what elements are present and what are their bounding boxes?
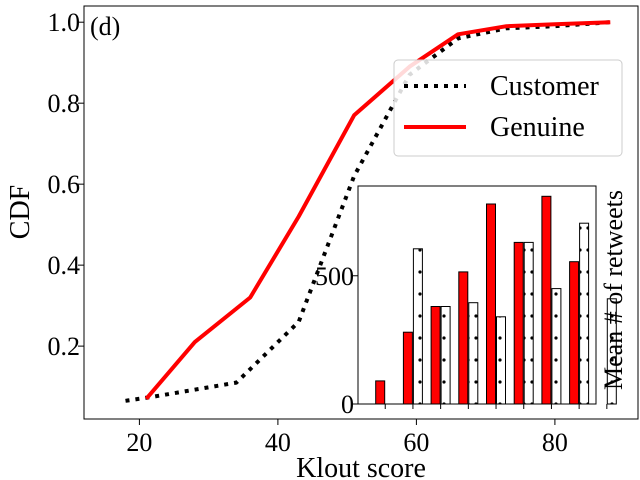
inset-bar-customer [551, 288, 562, 405]
inset-frame [357, 185, 597, 405]
cdf-x-tick-label: 20 [126, 428, 152, 457]
cdf-plot-frame [83, 5, 639, 420]
inset-x-axis [384, 404, 608, 409]
cdf-line-customer [125, 20, 611, 403]
cdf-y-axis-label: CDF [5, 185, 36, 239]
inset-bar-genuine [541, 195, 552, 405]
inset-bar-customer [468, 302, 479, 405]
inset-bar-customer [606, 298, 617, 405]
inset-bar-genuine [375, 380, 386, 405]
cdf-y-tick-label: 0.8 [48, 89, 81, 118]
inset-bar-customer [523, 241, 534, 405]
cdf-x-tick-label: 40 [265, 428, 291, 457]
panel-label: (d) [90, 12, 120, 41]
inset-y-axis-label: Mean # of retweets [599, 190, 628, 390]
inset-bar-genuine [486, 203, 496, 405]
cdf-series-group [125, 20, 611, 403]
legend-frame [393, 59, 623, 157]
inset-y-axis: 0 500 [315, 262, 358, 419]
inset-bars-group [375, 195, 617, 405]
cdf-x-axis-label: Klout score [296, 453, 426, 480]
cdf-y-axis: 0.2 0.4 0.6 0.8 1.0 [48, 8, 84, 361]
inset-bar-customer [440, 306, 451, 405]
cdf-x-axis: 20 40 60 80 [126, 419, 568, 457]
inset-bar-genuine [458, 271, 469, 405]
legend-label-customer: Customer [490, 71, 600, 102]
cdf-y-tick-label: 1.0 [48, 8, 81, 37]
inset-bar-chart: 0 500 Mean # of retweets [315, 185, 628, 419]
inset-bar-genuine [430, 306, 441, 405]
inset-bar-genuine [402, 331, 413, 405]
cdf-y-tick-label: 0.4 [48, 251, 81, 280]
inset-bar-customer [579, 222, 590, 405]
inset-bar-customer [496, 316, 506, 405]
cdf-y-tick-label: 0.2 [48, 332, 81, 361]
inset-bar-genuine [569, 261, 580, 405]
cdf-y-tick-label: 0.6 [48, 170, 81, 199]
legend-label-genuine: Genuine [490, 112, 585, 143]
inset-y-tick-label: 500 [315, 262, 354, 291]
cdf-x-tick-label: 60 [403, 428, 429, 457]
inset-bar-customer [412, 248, 423, 405]
inset-y-tick-label: 0 [341, 390, 354, 419]
cdf-line-genuine [144, 20, 611, 401]
legend: Customer Genuine [393, 59, 623, 157]
inset-bar-genuine [513, 241, 524, 405]
cdf-plot-area: 20 40 60 80 0.2 0.4 0.6 0.8 1.0 (d) Klout score… [5, 5, 639, 480]
cdf-x-tick-label: 80 [542, 428, 568, 457]
